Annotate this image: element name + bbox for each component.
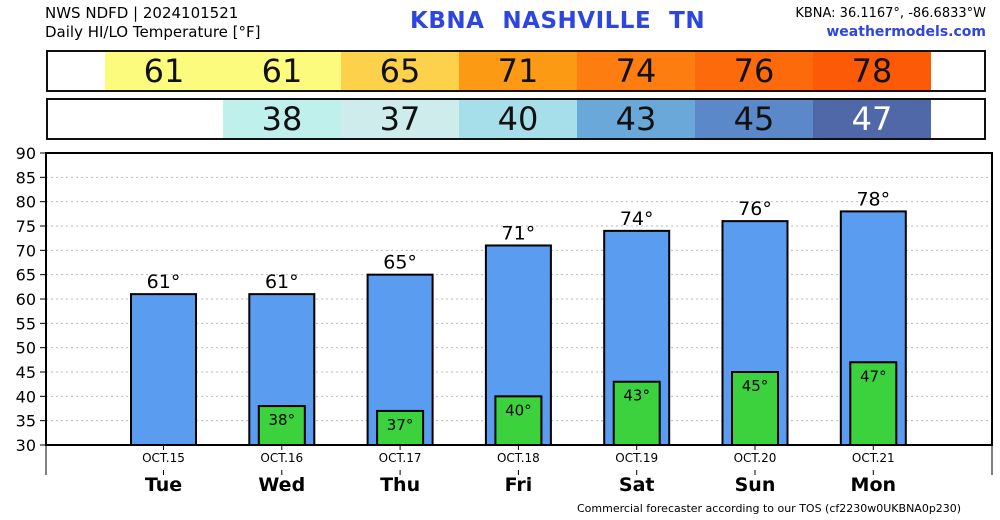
- high-bar-label: 71°: [502, 222, 536, 244]
- low-bar-label: 40°: [505, 401, 532, 419]
- y-tick-label: 80: [16, 193, 36, 212]
- x-tick-label: OCT.18: [497, 451, 540, 465]
- low-bar-label: 47°: [860, 367, 887, 385]
- lo-temp-cell: 43: [577, 100, 695, 138]
- header-info: NWS NDFD | 2024101521 Daily HI/LO Temper…: [45, 4, 261, 42]
- low-bar: [494, 395, 543, 447]
- x-tick-label: OCT.15: [142, 451, 185, 465]
- day-label: Sun: [735, 474, 776, 496]
- high-temp-row: 61 61 65 71 74 76 78: [46, 50, 986, 92]
- header-right: KBNA: 36.1167°, -86.6833°W weathermodels…: [795, 4, 986, 42]
- hi-temp-cell: 61: [105, 52, 223, 90]
- station-id: KBNA: [410, 8, 485, 34]
- low-bar-label: 37°: [387, 416, 414, 434]
- lo-temp-cell: 40: [459, 100, 577, 138]
- x-tick-label: OCT.21: [852, 451, 895, 465]
- day-label: Thu: [380, 474, 420, 496]
- day-label: Wed: [258, 474, 305, 496]
- low-bar-label: 43°: [623, 387, 650, 405]
- state-code: TN: [669, 8, 706, 34]
- x-tick-label: OCT.20: [734, 451, 777, 465]
- high-bar-label: 65°: [383, 252, 417, 274]
- high-bar-label: 74°: [620, 208, 654, 230]
- footer-note: Commercial forecaster according to our T…: [577, 502, 962, 515]
- low-bar: [731, 371, 779, 446]
- lo-temp-cell: 38: [223, 100, 341, 138]
- high-bar-label: 78°: [856, 188, 890, 210]
- location-title: KBNA NASHVILLE TN: [410, 8, 723, 34]
- model-run-label: NWS NDFD | 2024101521: [45, 4, 239, 22]
- y-tick-label: 50: [16, 339, 36, 358]
- lo-temp-cell: 37: [341, 100, 459, 138]
- site-link[interactable]: weathermodels.com: [826, 24, 986, 40]
- high-bar: [130, 293, 197, 446]
- y-tick-label: 75: [16, 217, 36, 236]
- day-label: Fri: [505, 474, 533, 496]
- hi-temp-cell: 71: [459, 52, 577, 90]
- y-tick-label: 55: [16, 314, 36, 333]
- low-bar-label: 45°: [742, 377, 769, 395]
- y-tick-label: 90: [16, 144, 36, 163]
- lo-temp-cell: 45: [695, 100, 813, 138]
- hi-temp-cell: 65: [341, 52, 459, 90]
- y-tick-label: 30: [16, 436, 36, 455]
- high-bar-label: 76°: [738, 198, 772, 220]
- low-bar: [376, 409, 425, 446]
- city-name: NASHVILLE: [502, 8, 652, 34]
- day-label: Tue: [145, 474, 182, 496]
- y-tick-label: 40: [16, 387, 36, 406]
- low-bar-label: 38°: [269, 411, 296, 429]
- lo-temp-cell: 47: [813, 100, 931, 138]
- x-tick-label: OCT.19: [615, 451, 658, 465]
- hi-temp-cell: 61: [223, 52, 341, 90]
- hi-temp-cell: 74: [577, 52, 695, 90]
- hi-temp-cell: 76: [695, 52, 813, 90]
- y-tick-label: 60: [16, 290, 36, 309]
- y-tick-label: 45: [16, 363, 36, 382]
- low-temp-row: 38 37 40 43 45 47: [46, 98, 986, 140]
- x-tick-label: OCT.17: [379, 451, 422, 465]
- hi-temp-cell: 78: [813, 52, 931, 90]
- y-tick-label: 65: [16, 266, 36, 285]
- high-bar-label: 61°: [147, 271, 181, 293]
- variable-label: Daily HI/LO Temperature [°F]: [45, 23, 261, 41]
- low-bar: [257, 405, 306, 447]
- plot-frame: [45, 152, 993, 446]
- y-tick-label: 70: [16, 241, 36, 260]
- day-label: Mon: [851, 474, 897, 496]
- lo-temp-cell: [105, 100, 223, 138]
- y-tick-label: 35: [16, 412, 36, 431]
- high-bar-label: 61°: [265, 271, 299, 293]
- temperature-chart: 30 35 40 45 50 55 60 65 70 75 80 85 90 61° OCT.15 Tue 61…: [16, 144, 993, 496]
- coordinates: KBNA: 36.1167°, -86.6833°W: [795, 6, 986, 21]
- x-tick-label: OCT.16: [260, 451, 303, 465]
- y-tick-label: 85: [16, 168, 36, 187]
- day-label: Sat: [619, 474, 655, 496]
